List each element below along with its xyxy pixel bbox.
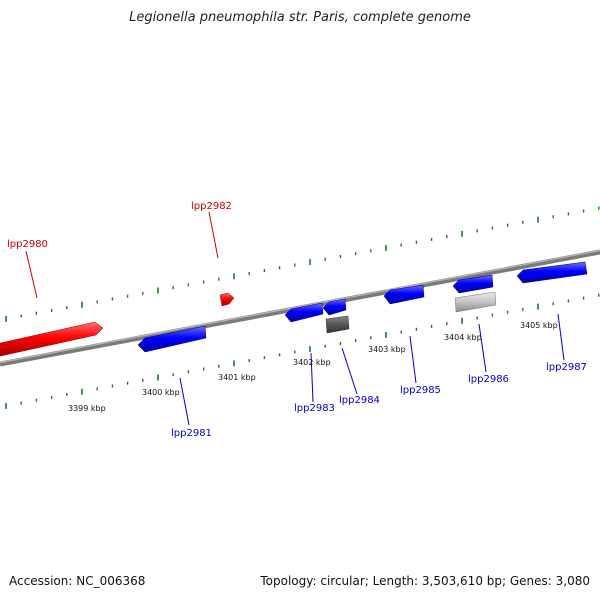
- gene-lpp2982-arrow[interactable]: [219, 292, 235, 307]
- gene-lpp2984-arrow[interactable]: [322, 298, 347, 316]
- tick-label-3404: 3404 kbp: [444, 333, 482, 342]
- tick-label-3402: 3402 kbp: [293, 358, 331, 367]
- gene-label-lpp2984[interactable]: lpp2984: [339, 395, 380, 406]
- gene-label-lpp2981[interactable]: lpp2981: [171, 428, 212, 439]
- lower-tick-track: [5, 293, 600, 409]
- map-title: Legionella pneumophila str. Paris, compl…: [129, 10, 471, 25]
- gene-lpp2983-arrow[interactable]: [284, 302, 324, 323]
- gene-lpp2981-arrow[interactable]: [137, 325, 207, 353]
- gene-lpp2980-arrow[interactable]: [0, 321, 104, 357]
- gene-label-lpp2980[interactable]: lpp2980: [7, 239, 48, 250]
- gene-label-lpp2986[interactable]: lpp2986: [468, 374, 509, 385]
- gene-lpp2987-arrow[interactable]: [516, 261, 588, 284]
- light-feature: [454, 291, 497, 313]
- gene-label-lpp2983[interactable]: lpp2983: [294, 403, 335, 414]
- accession-text: Accession: NC_006368: [9, 574, 146, 588]
- tick-label-3401: 3401 kbp: [218, 373, 256, 382]
- gene-label-lpp2987[interactable]: lpp2987: [546, 362, 587, 373]
- upper-tick-track: [5, 206, 600, 322]
- gray-feature: [325, 315, 350, 334]
- tick-label-3399: 3399 kbp: [68, 404, 106, 413]
- gene-label-lpp2985[interactable]: lpp2985: [400, 385, 441, 396]
- genome-summary-text: Topology: circular; Length: 3,503,610 bp…: [260, 574, 590, 588]
- tick-label-3403: 3403 kbp: [368, 345, 406, 354]
- gene-lpp2986-arrow[interactable]: [452, 274, 494, 294]
- leader-lines: [25, 211, 565, 426]
- tick-label-3400: 3400 kbp: [142, 388, 180, 397]
- gene-lpp2985-arrow[interactable]: [383, 284, 425, 305]
- gene-label-lpp2982[interactable]: lpp2982: [191, 201, 232, 212]
- tick-label-3405: 3405 kbp: [520, 321, 558, 330]
